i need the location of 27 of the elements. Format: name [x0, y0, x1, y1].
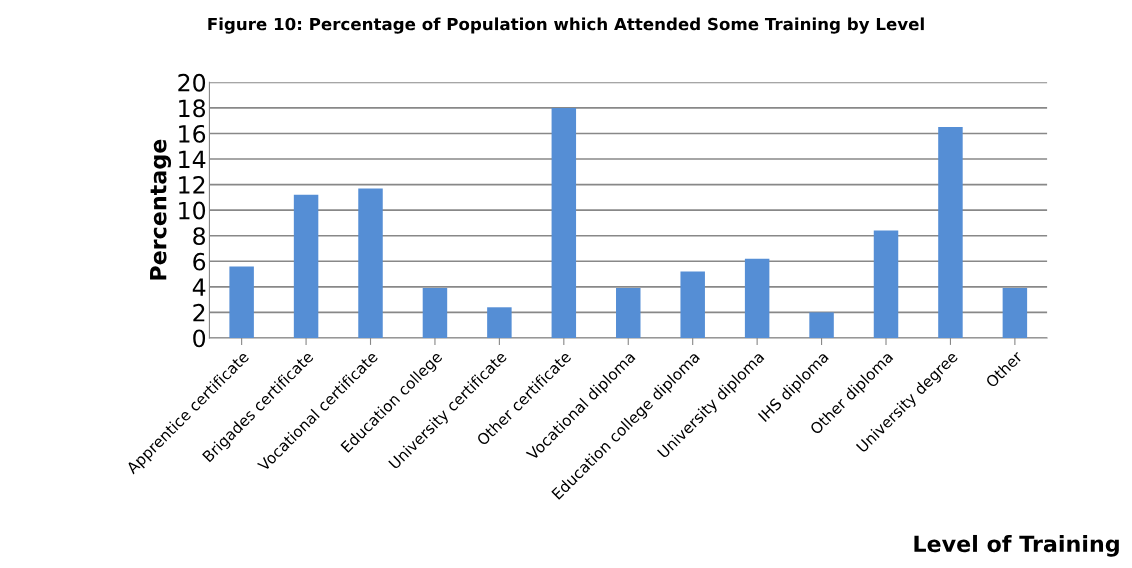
bar [293, 194, 319, 338]
y-tick-label: 2 [193, 303, 205, 322]
bar [358, 188, 383, 338]
y-tick-label: 20 [178, 73, 206, 92]
y-tick-label: 18 [179, 99, 206, 118]
y-tick-label: 6 [193, 252, 206, 271]
y-tick-label: 12 [179, 176, 205, 194]
bar [809, 312, 834, 338]
y-tick-label: 4 [192, 278, 206, 296]
x-axis-title: Level of Training [914, 534, 1119, 557]
bar [680, 271, 705, 338]
y-tick-label: 16 [179, 124, 206, 143]
y-tick-label: 0 [193, 329, 206, 348]
bar [1002, 288, 1028, 338]
bar [744, 258, 770, 338]
bar [873, 230, 899, 338]
bar [422, 288, 448, 338]
chart-title: Figure 10: Percentage of Population which Attended Some Training by Level [208, 17, 924, 34]
y-axis-title: Percentage [150, 139, 172, 280]
bar [229, 266, 254, 338]
bar [616, 288, 641, 338]
bar [938, 127, 963, 338]
y-tick-label: 8 [193, 227, 206, 246]
bar [487, 307, 512, 338]
y-tick-label: 14 [179, 150, 206, 169]
bar [551, 107, 577, 338]
y-tick-label: 10 [179, 201, 206, 220]
